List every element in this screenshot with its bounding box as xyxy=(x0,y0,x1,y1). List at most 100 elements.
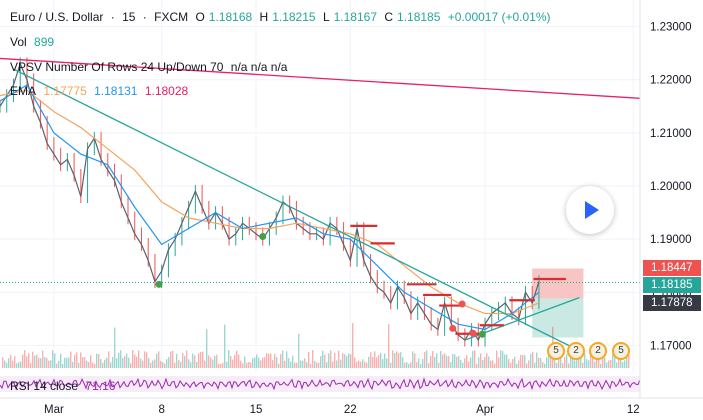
drawing-tools[interactable] xyxy=(0,57,641,352)
volume-bar xyxy=(226,361,228,368)
volume-bar xyxy=(540,358,542,368)
volume-bar xyxy=(68,357,70,368)
event-badge[interactable]: 2 xyxy=(567,342,585,360)
volume-bar xyxy=(624,360,626,368)
signal-marker xyxy=(469,329,477,337)
volume-bar xyxy=(448,356,450,368)
volume-bar xyxy=(414,353,416,368)
volume-bar xyxy=(486,353,488,368)
volume-bar xyxy=(292,355,294,368)
volume-bar xyxy=(272,360,274,368)
volume-bar xyxy=(558,353,560,368)
volume-bar xyxy=(316,362,318,368)
volume-bar xyxy=(218,363,220,368)
volume-bar xyxy=(128,357,130,368)
volume-bar xyxy=(518,360,520,368)
volume-bar xyxy=(46,357,48,368)
volume-bar xyxy=(72,361,74,368)
volume-bar xyxy=(482,359,484,368)
volume-bar xyxy=(166,359,168,368)
volume-bar xyxy=(144,351,146,368)
volume-bar xyxy=(470,357,472,368)
volume-bar xyxy=(514,356,516,368)
volume-bar xyxy=(434,356,436,368)
volume-bar xyxy=(28,353,30,368)
volume-bar xyxy=(246,362,248,368)
volume-bar xyxy=(560,350,562,368)
volume-bar xyxy=(6,362,8,368)
volume-bar xyxy=(468,361,470,368)
volume-bar xyxy=(582,362,584,368)
volume-bar xyxy=(610,359,612,368)
volume-bar xyxy=(458,356,460,368)
volume-bar xyxy=(8,358,10,368)
time-tick-label: 8 xyxy=(158,404,164,416)
volume-bar xyxy=(274,353,276,368)
play-button[interactable] xyxy=(566,186,614,234)
vpsv-legend[interactable]: VPSV Number Of Rows 24 Up/Down 70 n/a n/… xyxy=(10,60,291,74)
rsi-value: 71.16 xyxy=(85,379,116,393)
volume-bar xyxy=(542,362,544,368)
volume-bar xyxy=(454,354,456,368)
volume-bar xyxy=(182,352,184,368)
volume-bar xyxy=(562,363,564,368)
volume-bar xyxy=(426,350,428,368)
symbol-name: Euro / U.S. Dollar xyxy=(10,10,104,24)
signal-marker xyxy=(259,232,267,240)
volume-bar xyxy=(54,353,56,368)
volume-bar xyxy=(334,352,336,368)
volume-bar xyxy=(352,322,354,368)
event-badge[interactable]: 2 xyxy=(589,342,607,360)
volume-bar xyxy=(356,361,358,368)
volume-bar xyxy=(416,362,418,368)
volume-bar xyxy=(204,360,206,368)
volume-bar xyxy=(372,356,374,368)
volume-bar xyxy=(598,358,600,368)
volume-bar xyxy=(234,355,236,368)
open-value: 1.18168 xyxy=(208,10,253,24)
volume-bar xyxy=(310,363,312,368)
volume-bar xyxy=(456,356,458,368)
volume-bar xyxy=(512,359,514,368)
volume-bar xyxy=(546,357,548,368)
volume-bar xyxy=(404,362,406,368)
time-tick-label: Apr xyxy=(476,404,494,416)
volume-bar xyxy=(302,360,304,368)
volume-bar xyxy=(222,362,224,368)
volume-bar xyxy=(4,360,6,368)
volume-legend[interactable]: Vol 899 xyxy=(10,35,58,49)
volume-bar xyxy=(294,362,296,368)
rsi-pane xyxy=(0,372,641,398)
volume-bar xyxy=(574,360,576,368)
volume-bar xyxy=(74,354,76,368)
rsi-legend[interactable]: RSI 14 close 71.16 xyxy=(10,379,119,393)
volume-bar xyxy=(532,351,534,368)
volume-bar xyxy=(224,324,226,368)
volume-bar xyxy=(232,359,234,368)
volume-bar xyxy=(586,359,588,368)
volume-bar xyxy=(362,359,364,368)
volume-bar xyxy=(412,351,414,368)
position-zones xyxy=(532,268,584,338)
ema-legend[interactable]: EMA 1.17775 1.18131 1.18028 xyxy=(10,84,192,98)
volume-bar xyxy=(216,354,218,368)
volume-bar xyxy=(230,356,232,368)
volume-bar xyxy=(506,354,508,368)
volume-bar xyxy=(266,353,268,368)
volume-bar xyxy=(444,353,446,368)
volume-bar xyxy=(116,358,118,368)
volume-bar xyxy=(118,352,120,368)
volume-bar xyxy=(626,355,628,368)
resistance-line xyxy=(0,57,641,99)
volume-bar xyxy=(370,352,372,368)
volume-bar xyxy=(584,353,586,368)
event-badge[interactable]: 5 xyxy=(612,342,630,360)
legend-separator: · xyxy=(110,10,115,24)
volume-bar xyxy=(200,351,202,368)
event-badge[interactable]: 5 xyxy=(547,342,565,360)
volume-bar xyxy=(380,352,382,368)
volume-bar xyxy=(170,351,172,368)
volume-bar xyxy=(260,360,262,368)
